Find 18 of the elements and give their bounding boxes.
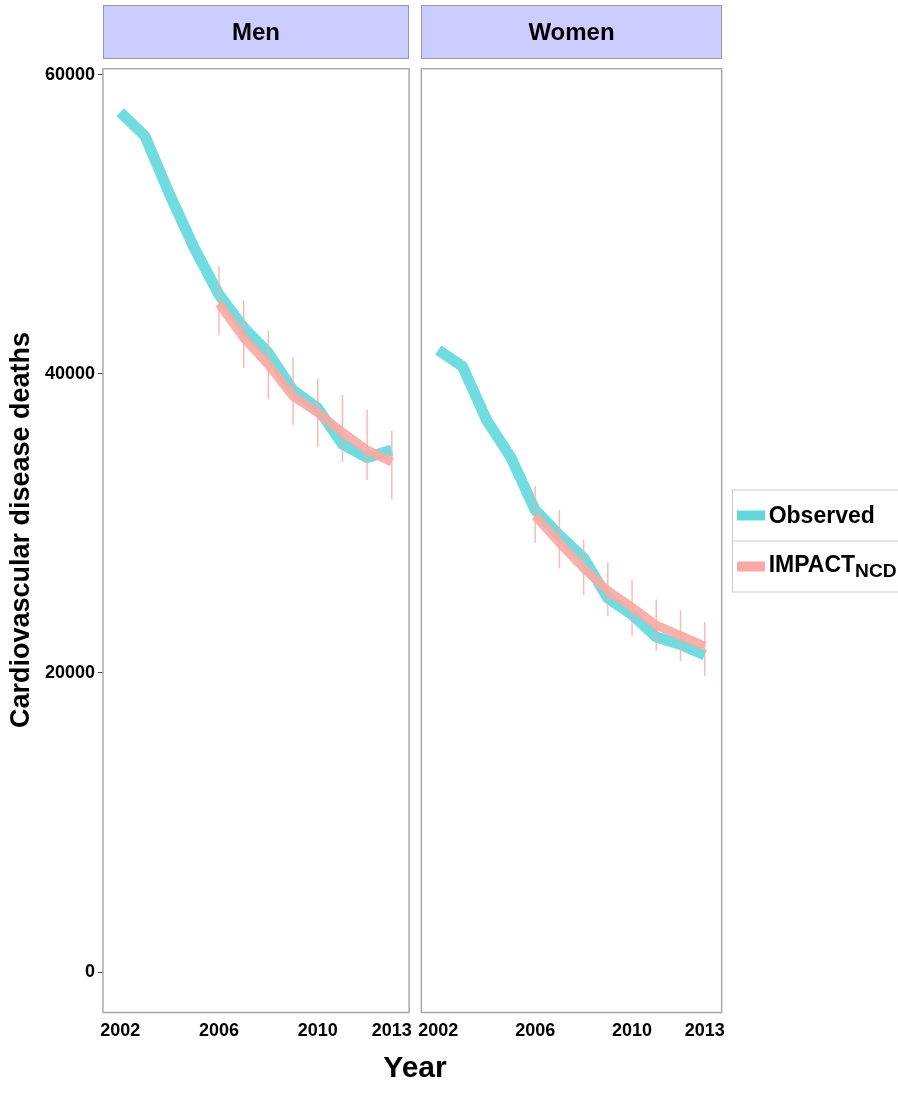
x-tick-label: 2002 (418, 1020, 459, 1041)
x-tick-label: 2006 (198, 1020, 240, 1041)
x-tick-label: 2013 (684, 1020, 725, 1041)
y-tick-label: 20000 (44, 661, 95, 682)
y-tick-label: 60000 (44, 63, 95, 84)
legend-label: IMPACT$_{NCD}$ (768, 550, 897, 582)
x-axis-title: Year (383, 1050, 447, 1084)
legend-label: Observed (768, 501, 875, 529)
x-tick-label: 2010 (297, 1020, 338, 1041)
y-tick-label: 0 (84, 960, 95, 981)
x-tick-label: 2006 (515, 1020, 556, 1041)
chart-title: Men (103, 5, 410, 59)
x-tick-label: 2013 (371, 1020, 412, 1041)
chart-title: Women (421, 5, 722, 59)
x-tick-label: 2010 (612, 1020, 653, 1041)
x-tick-label: 2002 (100, 1020, 141, 1041)
y-tick-label: 40000 (44, 362, 95, 383)
y-axis-title: Cardiovascular disease deaths (4, 331, 36, 729)
